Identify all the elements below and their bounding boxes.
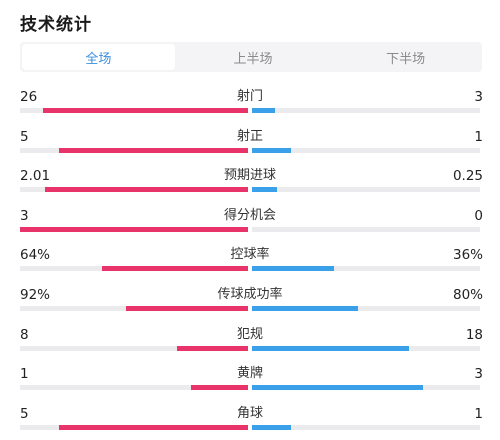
away-bar bbox=[252, 385, 423, 391]
tab-second-half[interactable]: 下半场 bbox=[386, 51, 426, 67]
home-bar bbox=[102, 266, 248, 272]
period-tabs: 全场 上半场 下半场 bbox=[20, 42, 482, 72]
stat-row: 8 犯规 18 bbox=[0, 326, 500, 358]
home-value: 1 bbox=[20, 366, 29, 383]
home-track bbox=[20, 345, 248, 351]
stat-row: 64% 控球率 36% bbox=[0, 246, 500, 278]
stat-label: 角球 bbox=[236, 405, 263, 421]
away-track bbox=[252, 226, 480, 232]
away-value: 80% bbox=[452, 287, 483, 303]
stat-label: 射正 bbox=[236, 128, 263, 144]
stat-row: 26 射门 3 bbox=[0, 88, 500, 120]
away-track bbox=[252, 306, 480, 311]
stat-label: 传球成功率 bbox=[217, 287, 283, 302]
away-value: 3 bbox=[474, 89, 483, 105]
home-bar bbox=[191, 385, 248, 391]
stat-label: 得分机会 bbox=[223, 207, 276, 223]
home-bar bbox=[126, 306, 248, 311]
stat-row: 5 射正 1 bbox=[0, 128, 500, 160]
stat-label: 射门 bbox=[236, 89, 263, 104]
away-value: 1 bbox=[474, 128, 483, 145]
stat-row: 2.01 预期进球 0.25 bbox=[0, 167, 500, 199]
tab-full-match[interactable]: 全场 bbox=[22, 44, 175, 70]
away-value: 0 bbox=[474, 207, 483, 224]
away-value: 1 bbox=[474, 405, 483, 422]
stat-label: 黄牌 bbox=[236, 366, 263, 382]
stat-label: 犯规 bbox=[236, 326, 263, 342]
away-value: 36% bbox=[452, 247, 483, 264]
home-bar bbox=[177, 345, 248, 351]
away-value: 3 bbox=[474, 366, 483, 383]
away-bar bbox=[252, 108, 275, 113]
home-bar bbox=[43, 108, 248, 113]
home-bar bbox=[20, 226, 248, 232]
stat-label: 预期进球 bbox=[223, 168, 276, 184]
home-value: 5 bbox=[20, 128, 29, 145]
away-track bbox=[252, 187, 480, 193]
stat-row: 3 得分机会 0 bbox=[0, 207, 500, 239]
away-value: 18 bbox=[465, 326, 483, 343]
away-track bbox=[252, 266, 480, 272]
away-bar bbox=[252, 147, 291, 153]
away-bar bbox=[252, 345, 409, 351]
home-value: 92% bbox=[20, 287, 51, 303]
home-value: 5 bbox=[20, 405, 29, 422]
stat-row: 1 黄牌 3 bbox=[0, 365, 500, 397]
page-title: 技术统计 bbox=[20, 15, 92, 35]
stat-row: 92% 传球成功率 80% bbox=[0, 286, 500, 318]
home-track bbox=[20, 385, 248, 391]
away-bar bbox=[252, 187, 277, 193]
away-track bbox=[252, 424, 480, 430]
home-bar bbox=[59, 147, 248, 153]
home-bar bbox=[45, 187, 248, 193]
away-bar bbox=[252, 424, 291, 430]
away-track bbox=[252, 147, 480, 153]
stat-label: 控球率 bbox=[230, 247, 270, 263]
home-value: 8 bbox=[20, 326, 29, 343]
home-bar bbox=[59, 424, 248, 430]
home-value: 2.01 bbox=[20, 168, 51, 185]
away-bar bbox=[252, 306, 358, 311]
away-track bbox=[252, 108, 480, 113]
tab-first-half[interactable]: 上半场 bbox=[233, 51, 273, 67]
home-value: 26 bbox=[20, 89, 38, 105]
away-bar bbox=[252, 266, 334, 272]
away-value: 0.25 bbox=[452, 168, 483, 185]
home-value: 3 bbox=[20, 207, 29, 224]
stat-row: 5 角球 1 bbox=[0, 405, 500, 437]
home-value: 64% bbox=[20, 247, 51, 264]
